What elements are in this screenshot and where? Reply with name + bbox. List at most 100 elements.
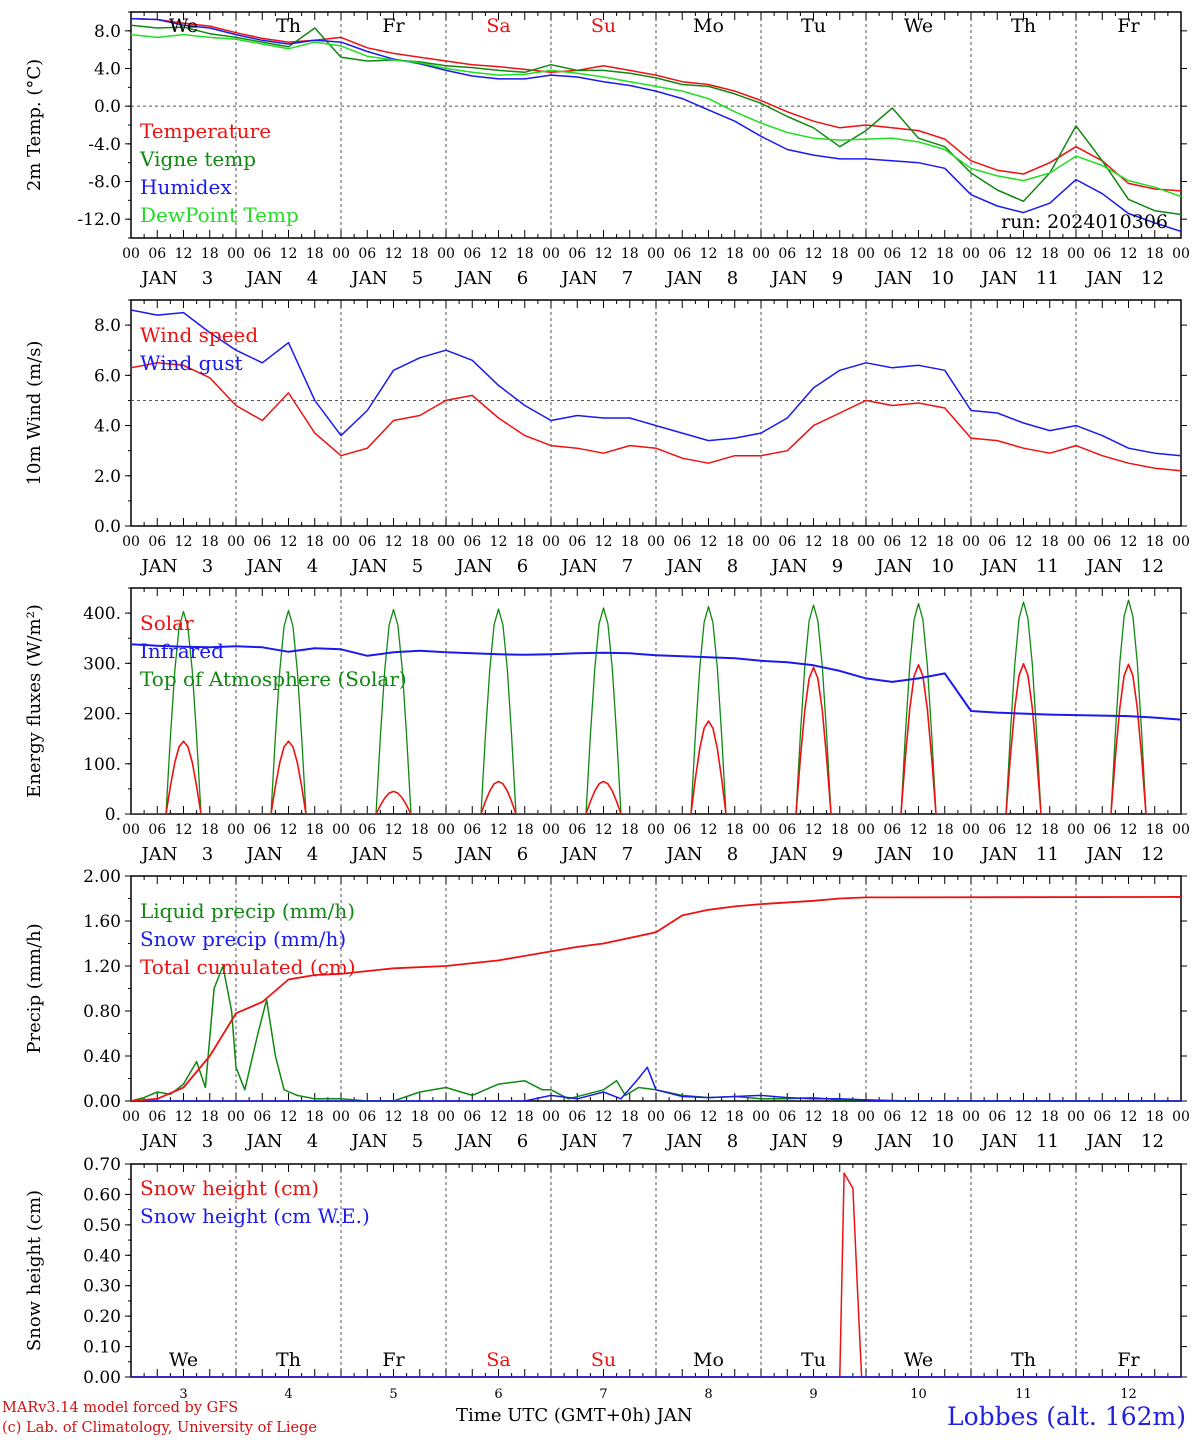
x-hour-label: 00 (122, 534, 140, 550)
x-hour-label: 06 (673, 822, 691, 838)
series-wind-gust (131, 309, 1181, 457)
x-hour-label: 18 (411, 1109, 429, 1125)
x-day-label: 4 (307, 844, 318, 865)
x-month-label: JAN (350, 268, 388, 289)
x-hour-label: 00 (962, 534, 980, 550)
bottom-day-label: 9 (809, 1387, 817, 1402)
x-hour-label: 00 (332, 534, 350, 550)
y-axis-label: Energy fluxes (W/m²) (24, 604, 45, 798)
x-hour-label: 00 (1067, 534, 1085, 550)
x-hour-label: 12 (595, 1109, 613, 1125)
x-month-label: JAN (455, 844, 493, 865)
y-tick-label: 4.0 (94, 60, 121, 80)
y-tick-label: 0.80 (83, 1002, 121, 1022)
x-hour-label: 12 (700, 246, 718, 262)
x-day-label: 5 (412, 556, 423, 577)
x-day-label: 3 (202, 268, 213, 289)
x-month-label: JAN (455, 268, 493, 289)
x-hour-label: 18 (1041, 1109, 1059, 1125)
legend-entry: Vigne temp (139, 147, 256, 171)
series-liquid-precip-mm-h (131, 965, 1181, 1101)
x-month-label: JAN (875, 844, 913, 865)
x-hour-label: 00 (857, 1109, 875, 1125)
y-tick-label: 200. (83, 705, 121, 725)
y-tick-label: 400. (83, 604, 121, 624)
x-hour-label: 00 (857, 246, 875, 262)
plot-area (131, 896, 1181, 1101)
x-hour-label: 06 (988, 1109, 1006, 1125)
x-hour-label: 12 (700, 822, 718, 838)
x-month-label: JAN (560, 1131, 598, 1152)
x-hour-label: 00 (752, 822, 770, 838)
x-hour-label: 18 (936, 246, 954, 262)
x-month-label: JAN (770, 556, 808, 577)
x-hour-label: 18 (831, 822, 849, 838)
x-hour-label: 06 (883, 246, 901, 262)
x-day-label: 6 (517, 844, 528, 865)
x-hour-label: 18 (726, 534, 744, 550)
x-day-label: 9 (832, 556, 843, 577)
x-hour-label: 18 (516, 534, 534, 550)
x-hour-label: 18 (831, 534, 849, 550)
y-tick-label: 0.60 (83, 1185, 121, 1205)
x-hour-label: 00 (752, 534, 770, 550)
x-hour-label: 00 (857, 822, 875, 838)
x-hour-label: 06 (148, 246, 166, 262)
y-tick-label: 0.70 (83, 1155, 121, 1175)
x-hour-label: 06 (673, 1109, 691, 1125)
x-month-label: JAN (350, 844, 388, 865)
x-hour-label: 12 (1015, 246, 1033, 262)
x-day-label: 10 (931, 268, 954, 289)
x-month-label: JAN (980, 1131, 1018, 1152)
x-day-label: 10 (931, 844, 954, 865)
x-hour-label: 18 (621, 534, 639, 550)
x-hour-label: 00 (437, 534, 455, 550)
x-day-label: 11 (1036, 1131, 1059, 1152)
x-hour-label: 06 (358, 822, 376, 838)
x-hour-label: 18 (621, 1109, 639, 1125)
x-hour-label: 06 (568, 1109, 586, 1125)
y-tick-label: 0.20 (83, 1307, 121, 1327)
weekday-label: Tu (801, 1349, 826, 1371)
x-hour-label: 18 (936, 822, 954, 838)
y-tick-label: 4.0 (94, 417, 121, 437)
series-vigne-temp (131, 24, 1181, 216)
x-hour-label: 18 (1146, 1109, 1164, 1125)
x-day-label: 3 (202, 556, 213, 577)
x-hour-label: 06 (148, 534, 166, 550)
weekday-label: Fr (1117, 1349, 1140, 1371)
x-month-label: JAN (455, 1131, 493, 1152)
x-hour-label: 18 (1146, 534, 1164, 550)
x-day-label: 4 (307, 268, 318, 289)
x-day-label: 8 (727, 844, 738, 865)
x-hour-label: 00 (332, 822, 350, 838)
x-hour-label: 12 (1015, 1109, 1033, 1125)
y-tick-label: 2.00 (83, 867, 121, 887)
x-hour-label: 12 (910, 822, 928, 838)
x-hour-label: 06 (988, 822, 1006, 838)
legend-entry: Temperature (140, 119, 271, 143)
weekday-label: We (904, 15, 933, 37)
y-tick-label: -12.0 (77, 210, 121, 230)
x-hour-label: 12 (805, 822, 823, 838)
legend-entry: Humidex (140, 175, 232, 199)
x-hour-label: 00 (437, 246, 455, 262)
infrared-series (131, 643, 1181, 721)
x-hour-label: 12 (385, 822, 403, 838)
x-hour-label: 18 (726, 1109, 744, 1125)
y-tick-label: 100. (83, 755, 121, 775)
weekday-label: Mo (693, 1349, 724, 1371)
x-hour-label: 12 (700, 534, 718, 550)
x-hour-label: 06 (1093, 1109, 1111, 1125)
x-month-label: JAN (980, 844, 1018, 865)
x-month-label: JAN (665, 1131, 703, 1152)
x-hour-label: 18 (936, 534, 954, 550)
x-day-label: 3 (202, 844, 213, 865)
x-month-label: JAN (1085, 1131, 1123, 1152)
x-hour-label: 06 (778, 534, 796, 550)
x-hour-label: 06 (778, 822, 796, 838)
x-hour-label: 12 (595, 534, 613, 550)
x-day-label: 4 (307, 1131, 318, 1152)
x-hour-label: 18 (201, 822, 219, 838)
